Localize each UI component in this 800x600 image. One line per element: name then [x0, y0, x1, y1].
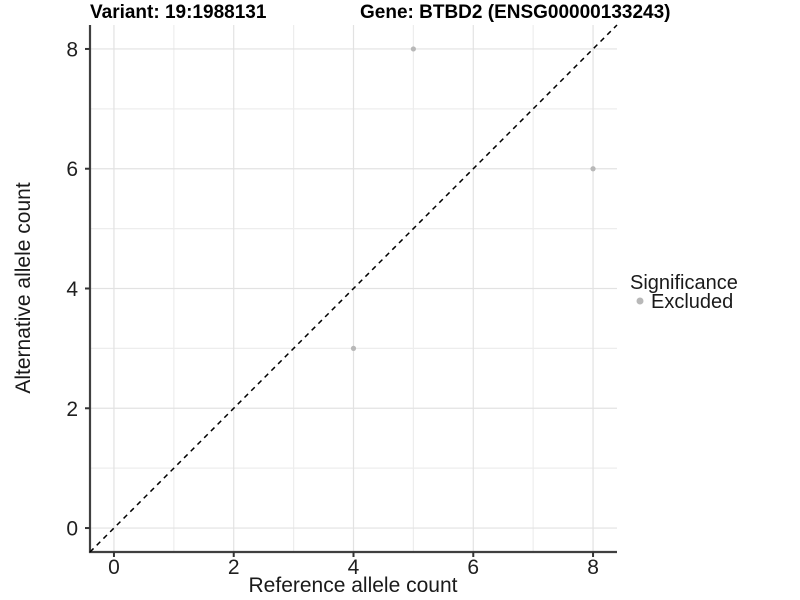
- scatter-point: [350, 345, 357, 351]
- y-tick-label: 4: [66, 278, 78, 301]
- y-tick-label: 2: [66, 398, 78, 421]
- axis-tick-labels: 0 2 4 6 8 0 2 4 6 8: [66, 38, 599, 579]
- x-tick-label: 2: [228, 556, 240, 579]
- identity-line: [89, 24, 618, 553]
- x-tick-label: 0: [108, 556, 120, 579]
- data-points: [350, 46, 596, 351]
- y-axis-title: Alternative allele count: [12, 182, 35, 393]
- legend-point-icon: [636, 297, 644, 305]
- scatter-point: [410, 46, 416, 52]
- plot-title-gene: Gene: BTBD2 (ENSG00000133243): [360, 2, 670, 23]
- plot-title-variant: Variant: 19:1988131: [90, 2, 267, 23]
- gridlines-major: [90, 25, 617, 552]
- x-axis-title: Reference allele count: [249, 574, 458, 597]
- scatter-point: [590, 166, 596, 172]
- x-tick-label: 4: [348, 556, 360, 579]
- x-tick-label: 6: [467, 556, 479, 579]
- y-tick-label: 0: [66, 518, 78, 541]
- y-tick-label: 6: [66, 158, 78, 181]
- legend: Significance Excluded: [630, 272, 738, 313]
- y-tick-label: 8: [66, 38, 78, 61]
- x-tick-label: 8: [587, 556, 599, 579]
- axis-ticks: [85, 47, 595, 557]
- identity-dashed-line: [89, 24, 618, 553]
- legend-title: Significance: [630, 272, 738, 294]
- legend-entry-label: Excluded: [651, 291, 733, 313]
